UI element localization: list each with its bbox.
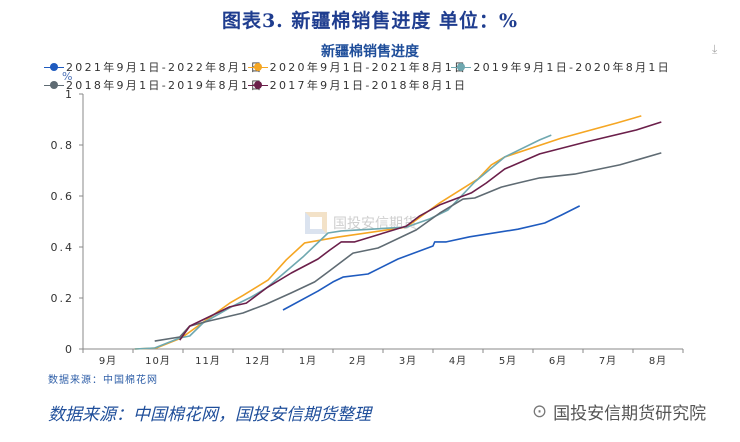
x-tick-label: 10月	[145, 355, 171, 367]
x-tick-label: 5月	[499, 355, 517, 367]
y-tick-label: 0.4	[51, 241, 75, 254]
x-tick-label: 1月	[299, 355, 317, 367]
brand-name: 国投安信期货研究院	[553, 404, 707, 424]
series-line-2019	[134, 134, 552, 350]
y-tick-label: 0	[65, 343, 74, 356]
footer-source-note: 数据来源：中国棉花网，国投安信期货整理	[48, 405, 371, 425]
watermark-logo-icon	[305, 212, 327, 234]
series-line-2021	[282, 205, 581, 311]
figure-title: 图表3. 新疆棉销售进度 单位：%	[221, 10, 519, 32]
series-line-2018	[154, 152, 662, 342]
chart-title: 新疆棉销售进度	[321, 44, 419, 60]
legend-item[interactable]: 2018年9月1日-2019年8月1日	[44, 77, 264, 93]
legend-marker	[247, 80, 268, 90]
y-tick-label: 1	[65, 88, 74, 101]
legend-marker	[44, 80, 64, 90]
x-tick-label: 6月	[549, 355, 567, 367]
legend-item[interactable]: 2017年9月1日-2018年8月1日	[247, 77, 468, 93]
legend-label: 2021年9月1日-2022年8月1日	[66, 61, 264, 74]
download-icon[interactable]: ⤓	[712, 42, 718, 56]
x-tick-label: 9月	[99, 355, 117, 367]
x-tick-label: 12月	[245, 355, 271, 367]
chart-source: 数据来源：中国棉花网	[48, 375, 158, 386]
legend-label: 2018年9月1日-2019年8月1日	[66, 79, 264, 92]
legend-label: 2020年9月1日-2021年8月1日	[269, 61, 468, 74]
x-tick-label: 8月	[649, 355, 667, 367]
legend-item[interactable]: 2019年9月1日-2020年8月1日	[451, 59, 671, 75]
legend-item[interactable]: 2020年9月1日-2021年8月1日	[247, 59, 468, 75]
y-tick-label: 0.6	[51, 190, 75, 203]
legend-row-1: 2021年9月1日-2022年8月1日 2020年9月1日-2021年8月1日 …	[44, 59, 671, 75]
legend-label: 2017年9月1日-2018年8月1日	[269, 79, 468, 92]
y-tick-label: 0.8	[51, 139, 75, 152]
legend-label: 2019年9月1日-2020年8月1日	[473, 61, 671, 74]
x-tick-label: 4月	[449, 355, 467, 367]
x-tick-label: 3月	[399, 355, 417, 367]
legend-item[interactable]: 2021年9月1日-2022年8月1日	[44, 59, 264, 75]
legend-marker	[451, 62, 472, 72]
wechat-icon: ⊙	[532, 401, 548, 422]
x-tick-label: 11月	[195, 355, 221, 367]
y-axis-unit: %	[62, 70, 73, 83]
legend-marker	[247, 62, 268, 72]
legend-marker	[44, 62, 64, 72]
y-tick-label: 0.2	[51, 292, 75, 305]
x-tick-label: 7月	[599, 355, 617, 367]
x-tick-label: 2月	[349, 355, 367, 367]
brand: ⊙ 国投安信期货研究院	[532, 399, 706, 424]
series-line-2017	[179, 121, 662, 341]
legend-row-2: 2018年9月1日-2019年8月1日 2017年9月1日-2018年8月1日	[44, 77, 467, 93]
